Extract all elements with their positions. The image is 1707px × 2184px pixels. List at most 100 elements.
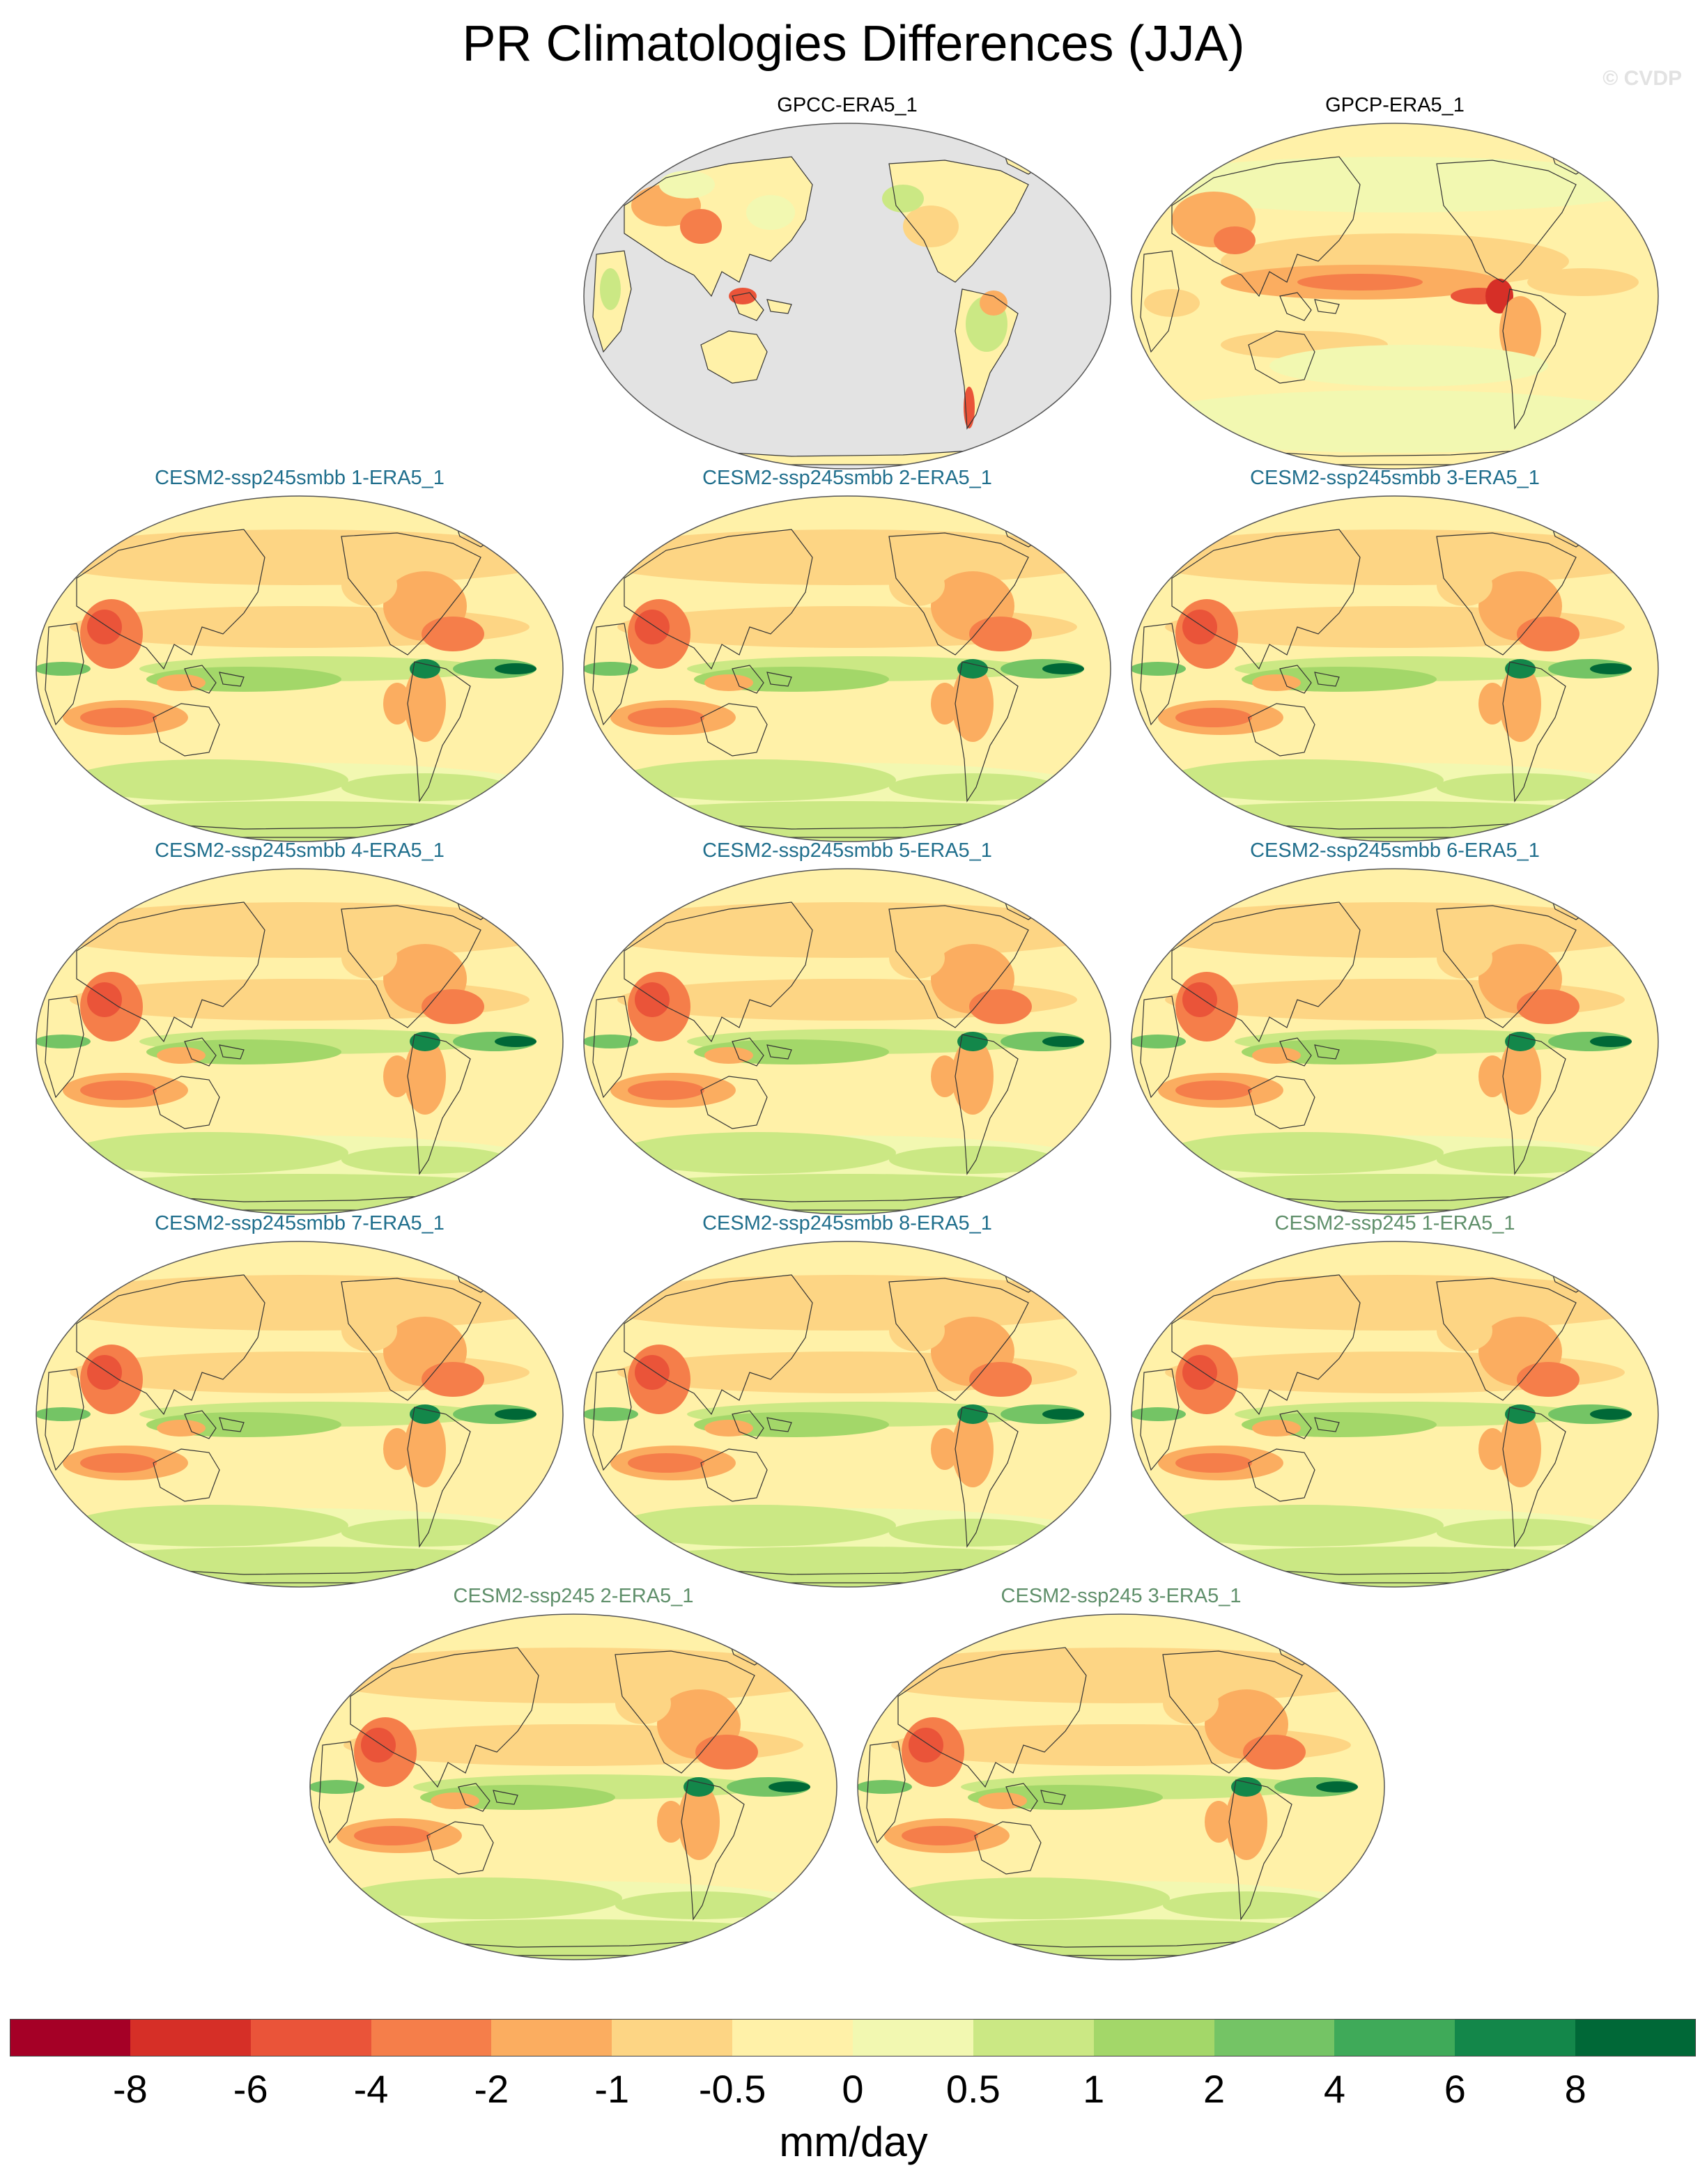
precip-anomaly-patch — [1437, 564, 1492, 606]
precip-anomaly-patch — [343, 1877, 622, 1919]
colorbar-segment — [1455, 2019, 1576, 2057]
precip-anomaly-patch — [889, 937, 945, 979]
seAsia-coastline — [1279, 665, 1340, 694]
precip-anomaly-patch — [1437, 773, 1604, 801]
precip-anomaly-patch — [383, 683, 411, 725]
precip-anomaly-patch — [383, 1055, 411, 1097]
map-panel: CESM2-ssp245 1-ERA5_1 — [1130, 1212, 1660, 1588]
precip-anomaly-patch — [1131, 390, 1658, 453]
precip-anomaly-patch — [404, 1038, 446, 1115]
map-border — [36, 868, 564, 1215]
precip-anomaly-patch — [952, 1038, 994, 1115]
precip-anomaly-patch — [1437, 1146, 1604, 1174]
panel-title: CESM2-ssp245smbb 1-ERA5_1 — [155, 467, 445, 489]
precip-anomaly-patch — [87, 1355, 122, 1390]
asia-coastline — [1171, 156, 1361, 297]
precip-anomaly-patch — [1590, 1409, 1632, 1420]
asia-coastline — [624, 901, 813, 1043]
precip-anomaly-patch — [584, 1547, 1111, 1587]
colorbar-segment — [1334, 2019, 1455, 2057]
samerica-coastline — [407, 1407, 471, 1548]
precip-anomaly-patch — [584, 801, 1111, 842]
precip-anomaly-patch — [70, 1505, 348, 1547]
colorbar-units: mm/day — [779, 2119, 928, 2165]
colorbar-segment — [1575, 2019, 1697, 2057]
map-border — [857, 1613, 1385, 1960]
precip-anomaly-patch — [495, 1409, 536, 1420]
precip-anomaly-patch — [858, 1648, 1384, 1703]
seAsia-coastline — [732, 292, 792, 321]
precip-anomaly-patch — [1175, 1081, 1252, 1100]
precip-anomaly-patch — [36, 1174, 563, 1214]
precip-anomaly-patch — [422, 989, 484, 1024]
colorbar-tick-label: 2 — [1203, 2067, 1226, 2111]
map-border — [583, 123, 1111, 470]
asia-coastline — [350, 1647, 539, 1788]
precip-anomaly-patch — [1517, 1362, 1579, 1397]
precip-anomaly-patch — [1042, 663, 1084, 674]
precip-anomaly-patch — [1437, 1310, 1492, 1352]
samerica-coastline — [1228, 1779, 1292, 1921]
asia-coastline — [1171, 529, 1361, 670]
precip-anomaly-patch — [310, 1919, 837, 1960]
australia-coastline — [153, 703, 220, 757]
precip-anomaly-patch — [1527, 268, 1639, 296]
map-panel: CESM2-ssp245smbb 6-ERA5_1 — [1130, 839, 1660, 1216]
precip-anomaly-patch — [70, 759, 348, 801]
panel-title: GPCC-ERA5_1 — [777, 94, 918, 116]
precip-anomaly-patch — [678, 1783, 720, 1860]
precip-anomaly-patch — [495, 1036, 536, 1047]
precip-anomaly-patch — [80, 1081, 157, 1100]
precip-anomaly-patch — [341, 1146, 509, 1174]
precip-anomaly-patch — [36, 1407, 91, 1421]
precip-anomaly-patch — [1131, 1547, 1658, 1587]
samerica-coastline — [955, 1407, 1019, 1548]
africa-coastline — [592, 1368, 632, 1471]
panel-title: CESM2-ssp245smbb 5-ERA5_1 — [702, 839, 992, 862]
precip-anomaly-patch — [1478, 683, 1506, 725]
africa-coastline — [1140, 623, 1180, 726]
precip-anomaly-patch — [628, 1081, 704, 1100]
australia-coastline — [153, 1076, 220, 1129]
namerica-coastline — [888, 905, 1029, 1028]
precip-anomaly-patch — [1165, 759, 1444, 801]
colorbar-tick-label: -2 — [474, 2067, 509, 2111]
map-panel: CESM2-ssp245smbb 2-ERA5_1 — [582, 467, 1112, 843]
map-border — [1131, 868, 1659, 1215]
namerica-coastline — [888, 532, 1029, 656]
map-border — [1131, 123, 1659, 470]
precip-anomaly-patch — [889, 1146, 1056, 1174]
samerica-coastline — [1502, 661, 1566, 803]
samerica-coastline — [681, 1779, 745, 1921]
precip-anomaly-patch — [410, 659, 440, 679]
precip-anomaly-patch — [584, 662, 638, 676]
africa-coastline — [45, 996, 84, 1099]
namerica-coastline — [1436, 160, 1577, 283]
precip-anomaly-patch — [584, 1275, 1111, 1331]
colorbar-segment — [371, 2019, 492, 2057]
map-border — [583, 868, 1111, 1215]
precip-anomaly-patch — [969, 1362, 1032, 1397]
colorbar — [10, 2019, 1697, 2057]
precip-difference-map — [857, 1613, 1385, 1960]
precip-anomaly-patch — [957, 1404, 988, 1424]
precip-anomaly-patch — [889, 1310, 945, 1352]
precip-anomaly-patch — [36, 1035, 91, 1048]
precip-anomaly-patch — [683, 1777, 714, 1797]
colorbar-segment — [250, 2019, 372, 2057]
precip-anomaly-patch — [858, 1919, 1384, 1960]
australia-land-field — [701, 331, 767, 383]
precip-anomaly-patch — [1499, 1411, 1541, 1487]
precip-anomaly-patch — [617, 1132, 896, 1174]
panel-title: CESM2-ssp245 2-ERA5_1 — [453, 1585, 694, 1607]
australia-coastline — [700, 703, 768, 757]
precip-anomaly-patch — [635, 610, 670, 644]
precip-anomaly-patch — [695, 1735, 758, 1769]
colorbar-segment — [10, 2019, 131, 2057]
precip-anomaly-patch — [36, 662, 91, 676]
precip-anomaly-patch — [1499, 296, 1541, 366]
australia-coastline — [153, 1448, 220, 1502]
seAsia-coastline — [732, 1410, 792, 1439]
precip-difference-map — [1131, 1241, 1659, 1588]
precip-anomaly-patch — [1499, 1038, 1541, 1115]
